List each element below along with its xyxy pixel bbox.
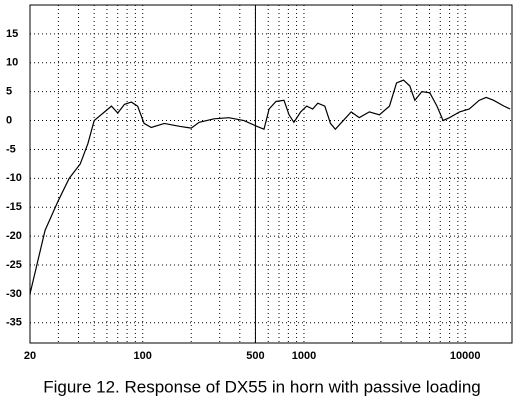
response-line (29, 79, 511, 295)
y-tick-label: -25 (6, 259, 22, 271)
y-tick-label: -10 (6, 172, 22, 184)
y-tick-label: -30 (6, 288, 22, 300)
y-tick-label: 10 (6, 57, 18, 69)
y-tick-label: 5 (6, 86, 12, 98)
y-tick-label: -20 (6, 230, 22, 242)
x-tick-label: 100 (134, 350, 152, 362)
y-tick-label: -15 (6, 201, 22, 213)
x-tick-label: 1000 (292, 350, 316, 362)
y-tick-label: -35 (6, 317, 22, 329)
y-tick-label: 15 (6, 28, 18, 40)
y-tick-label: 0 (6, 114, 12, 126)
x-tick-label: 10000 (450, 350, 481, 362)
y-tick-label: -5 (6, 143, 16, 155)
x-tick-label: 20 (24, 350, 36, 362)
x-tick-label: 500 (246, 350, 264, 362)
caption: Figure 12. Response of DX55 in horn with… (43, 377, 481, 396)
plot-frame (29, 4, 513, 344)
